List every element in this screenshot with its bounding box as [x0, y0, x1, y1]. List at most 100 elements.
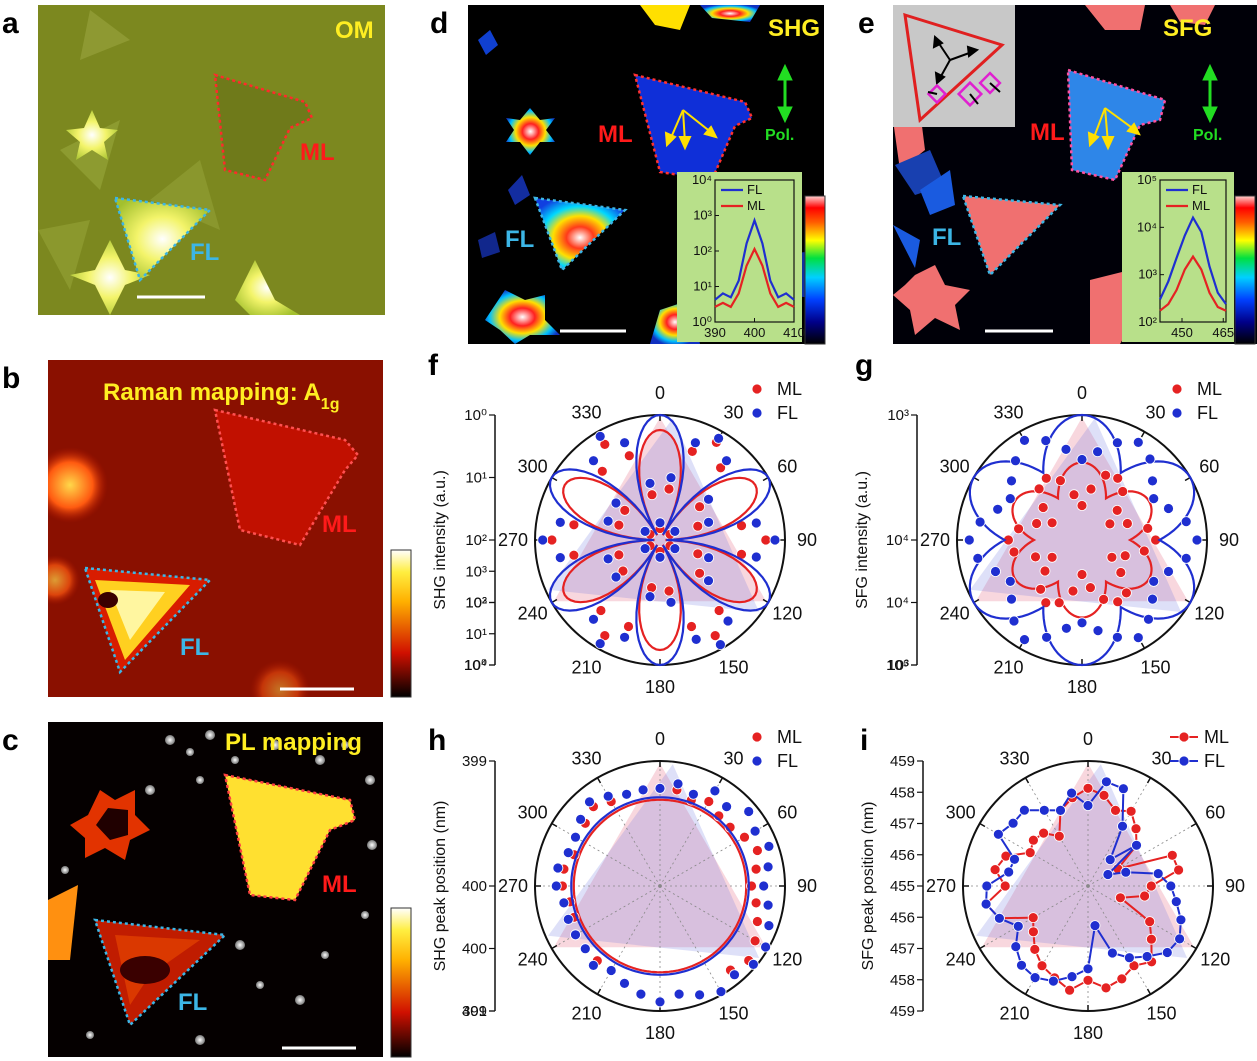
- data-point-fl: [762, 899, 774, 911]
- data-point-fl: [1132, 632, 1144, 643]
- legend-label-ml: ML: [1197, 379, 1222, 399]
- polar-grid: [1087, 885, 1197, 949]
- data-point-fl: [1066, 971, 1078, 982]
- angle-label: 60: [777, 457, 797, 477]
- data-point-ml: [1067, 585, 1079, 597]
- data-point-fl: [1019, 634, 1030, 645]
- data-point-fl: [1148, 493, 1160, 505]
- legend-marker: [751, 731, 763, 743]
- legend-label-ml: ML: [1192, 198, 1210, 213]
- crystal-axis-arrows: [664, 109, 718, 151]
- data-point-ml: [1024, 847, 1036, 858]
- polar-grid: [1025, 777, 1089, 887]
- legend-marker: [1178, 731, 1190, 743]
- angle-label: 210: [993, 657, 1023, 677]
- optical-image: [38, 5, 385, 315]
- angle-label: 150: [718, 1003, 748, 1023]
- angle-label: 240: [946, 950, 976, 970]
- data-point-fl: [688, 788, 699, 800]
- fl-outline: [533, 196, 628, 273]
- data-point-ml: [1076, 500, 1088, 511]
- data-point-ml: [694, 567, 705, 579]
- colorbar: [804, 195, 826, 345]
- panel-label-h: h: [428, 724, 446, 757]
- data-point-fl: [1010, 455, 1021, 467]
- series-line-ml: [714, 246, 795, 309]
- data-point-ml: [1116, 973, 1128, 985]
- angle-tick: [596, 988, 602, 995]
- angle-label: 300: [940, 457, 970, 477]
- angle-label: 330: [993, 403, 1023, 423]
- data-point-fl: [1007, 817, 1019, 829]
- data-point-ml: [1128, 960, 1140, 972]
- data-point-ml: [596, 465, 608, 477]
- y-tick-label: 10²: [693, 243, 712, 258]
- data-point-fl: [703, 516, 714, 528]
- x-tick-label: 400: [744, 325, 766, 340]
- data-point-fl: [1124, 952, 1135, 964]
- data-point-ml: [1035, 583, 1046, 595]
- data-point-ml: [1040, 472, 1052, 484]
- data-point-fl: [1038, 804, 1050, 816]
- data-point-fl: [703, 575, 714, 587]
- radial-tick-label: 400: [462, 941, 487, 958]
- data-point-fl: [562, 914, 574, 925]
- data-point-ml: [1046, 517, 1058, 529]
- inset-frame: [1159, 179, 1227, 323]
- data-point-fl: [1152, 868, 1164, 879]
- data-point-ml: [1039, 565, 1051, 577]
- data-point-ml: [1055, 475, 1066, 487]
- data-point-fl: [1089, 920, 1101, 931]
- data-point-fl: [1048, 975, 1059, 987]
- legend-marker: [751, 383, 763, 395]
- data-point-fl: [562, 847, 574, 858]
- angle-tick: [1024, 988, 1030, 995]
- panel-a: a OM ML FL: [2, 5, 385, 315]
- fl-label: FL: [180, 634, 209, 661]
- x-tick-label: 410: [783, 325, 805, 340]
- data-point-ml: [1028, 834, 1039, 846]
- polar-grid: [1087, 777, 1151, 887]
- radial-tick-label: 455: [890, 878, 915, 895]
- data-point-ml: [1125, 805, 1137, 817]
- angle-label: 0: [1077, 383, 1087, 403]
- polar-grid: [597, 885, 661, 995]
- y-tick-label: 10³: [1138, 267, 1157, 282]
- angle-label: 120: [772, 604, 802, 624]
- data-point-fl: [729, 969, 740, 981]
- legend-marker: [1171, 383, 1183, 395]
- angle-label: 120: [772, 950, 802, 970]
- data-point-fl: [992, 503, 1004, 515]
- data-point-ml: [1138, 545, 1150, 557]
- data-point-fl: [1076, 617, 1088, 629]
- angle-label: 180: [645, 1023, 675, 1043]
- data-point-ml: [1068, 489, 1080, 501]
- data-point-fl: [1009, 853, 1020, 865]
- data-point-fl: [605, 965, 617, 976]
- angle-label: 330: [999, 749, 1029, 769]
- data-point-fl: [1170, 896, 1182, 907]
- angle-label: 330: [571, 403, 601, 423]
- radial-axis-label: SHG intensity (a.u.): [432, 470, 449, 610]
- data-point-fl: [749, 825, 761, 837]
- data-point-ml: [1082, 782, 1094, 794]
- x-tick-label: 390: [704, 325, 726, 340]
- panel-label-d: d: [430, 7, 448, 40]
- data-point-fl: [1102, 869, 1114, 880]
- inset-background: [677, 172, 802, 342]
- data-point-fl: [769, 534, 781, 546]
- angle-label: 300: [518, 457, 548, 477]
- polar-grid: [979, 823, 1089, 887]
- ml-outline: [633, 73, 754, 182]
- data-point-fl: [690, 634, 702, 645]
- data-point-fl: [1006, 593, 1017, 605]
- data-point-fl: [621, 788, 632, 800]
- data-point-ml: [750, 863, 762, 875]
- angle-tick: [979, 944, 986, 950]
- legend-label-fl: FL: [777, 751, 798, 771]
- data-point-fl: [1082, 800, 1094, 811]
- fit-curve-ml: [562, 428, 758, 652]
- radial-tick-label: 10⁴: [886, 532, 909, 549]
